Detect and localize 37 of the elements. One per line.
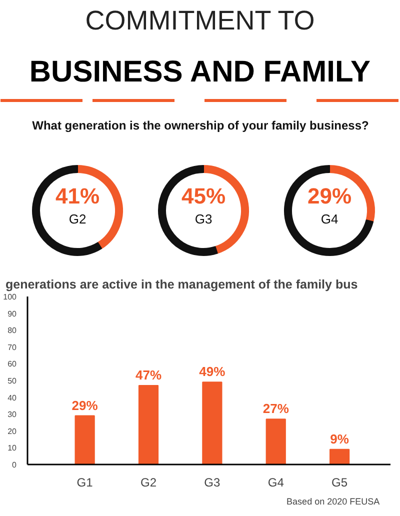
x-tick-label: G5 bbox=[332, 476, 348, 490]
text: BUSINESS AND FAMILY bbox=[29, 56, 371, 88]
x-tick-label: G1 bbox=[76, 476, 94, 490]
data-label: 29% bbox=[307, 184, 352, 208]
data-label: 45% bbox=[181, 184, 226, 208]
y-tick-label: 0 bbox=[12, 460, 18, 470]
y-tick-label: 40 bbox=[8, 393, 18, 402]
text: G4 bbox=[320, 212, 338, 226]
bar bbox=[74, 415, 95, 464]
bar bbox=[330, 448, 350, 464]
bar bbox=[266, 418, 286, 464]
x-tick-label: G3 bbox=[204, 476, 221, 490]
y-tick-label: 90 bbox=[8, 309, 18, 318]
text: What generation is the ownership of your family business? bbox=[32, 118, 369, 132]
chart-title: generations are active in the management of the family bus bbox=[6, 278, 358, 292]
x-tick-label: G2 bbox=[140, 476, 157, 490]
y-tick-label: 20 bbox=[8, 426, 18, 436]
x-tick-label: G4 bbox=[268, 476, 284, 490]
y-tick-label: 30 bbox=[8, 410, 18, 420]
bar bbox=[138, 385, 159, 464]
y-tick-label: 10 bbox=[8, 444, 18, 453]
y-tick-label: 80 bbox=[8, 326, 18, 336]
y-tick-label: 100 bbox=[3, 292, 18, 302]
data-label: 49% bbox=[199, 364, 226, 380]
data-label: 47% bbox=[135, 368, 162, 383]
y-tick-label: 70 bbox=[8, 342, 18, 352]
text: G2 bbox=[68, 212, 86, 226]
text: COMMITMENT TO bbox=[85, 6, 315, 36]
data-label: 27% bbox=[262, 401, 290, 416]
y-tick-label: 60 bbox=[8, 360, 18, 369]
bar bbox=[202, 382, 222, 464]
data-label: 9% bbox=[330, 431, 350, 446]
data-label: 29% bbox=[72, 398, 98, 413]
y-tick-label: 50 bbox=[8, 376, 18, 386]
text: Based on 2020 FEUSA bbox=[286, 496, 380, 506]
text: G3 bbox=[194, 212, 212, 226]
data-label: 41% bbox=[55, 184, 100, 208]
